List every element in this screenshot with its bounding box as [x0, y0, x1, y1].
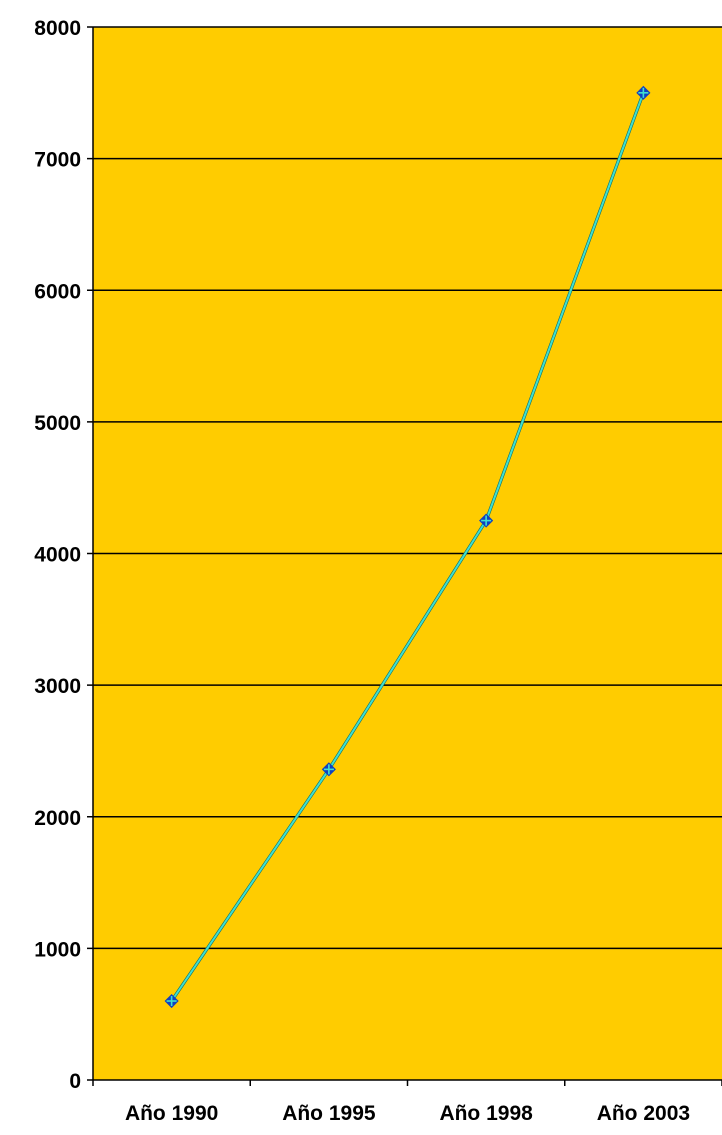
y-tick-label: 0: [69, 1070, 81, 1093]
y-tick-label: 8000: [34, 17, 81, 40]
series-group: [164, 85, 651, 1009]
x-tick-label: Año 1998: [439, 1102, 533, 1125]
series-line: [170, 92, 645, 1002]
y-tick-label: 5000: [34, 412, 81, 435]
x-axis: Año 1990 Año 1995 Año 1998 Año 2003: [92, 1079, 722, 1125]
gridlines: [93, 26, 722, 950]
x-tick-label: Año 1995: [282, 1102, 376, 1125]
x-tick-label: Año 1990: [125, 1102, 218, 1125]
x-tick-label: Año 2003: [597, 1102, 690, 1125]
data-point: [636, 85, 651, 100]
y-axis: 0 1000 2000 3000 4000 5000 6000 7000 8000: [34, 17, 94, 1093]
y-tick-label: 2000: [34, 807, 81, 830]
y-tick-label: 4000: [34, 544, 81, 567]
y-tick-label: 3000: [34, 675, 81, 698]
data-point: [321, 762, 336, 777]
data-point: [479, 513, 494, 528]
y-tick-label: 7000: [34, 149, 81, 172]
y-tick-label: 6000: [34, 280, 81, 303]
y-tick-label: 1000: [34, 938, 81, 961]
data-point: [164, 993, 179, 1009]
